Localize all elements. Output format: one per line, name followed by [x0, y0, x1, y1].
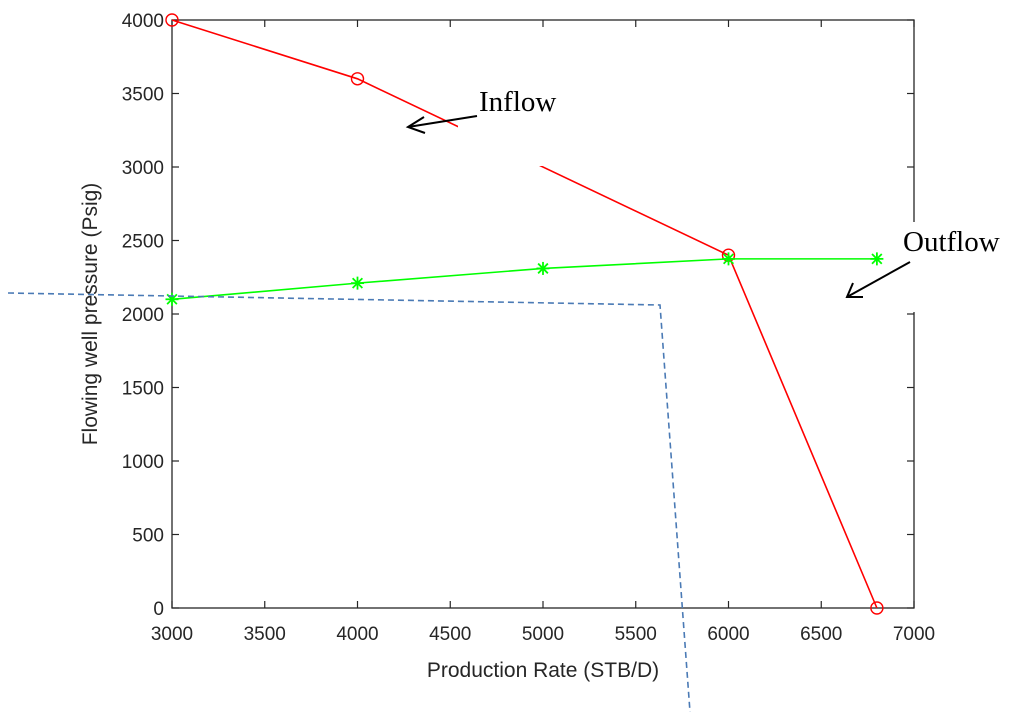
x-tick-label: 6500	[800, 624, 842, 645]
y-tick-label: 3000	[122, 158, 164, 179]
outflow-label-mask	[900, 222, 1011, 312]
data-point	[870, 601, 884, 615]
data-point	[722, 252, 735, 266]
x-tick-label: 7000	[893, 624, 935, 645]
x-tick-label: 3500	[244, 624, 286, 645]
x-tick-label: 3000	[151, 624, 193, 645]
annotation-layer: Inflow Outflow	[405, 86, 1011, 312]
data-point	[165, 13, 179, 27]
x-axis-ticks: 3000 3500 4000 4500 5000 5500 6000 6500 7000	[151, 20, 935, 645]
y-tick-label: 4000	[122, 11, 164, 32]
y-tick-label: 2500	[122, 232, 164, 253]
y-axis-title: Flowing well pressure (Psig)	[79, 183, 102, 446]
x-tick-label: 5500	[615, 624, 657, 645]
y-tick-label: 0	[153, 599, 164, 620]
data-point	[536, 261, 550, 275]
data-point	[165, 292, 179, 306]
data-point	[350, 72, 365, 86]
annotation-inflow: Inflow	[479, 86, 556, 118]
outflow-arrow	[845, 261, 911, 298]
y-tick-label: 3500	[122, 85, 164, 106]
y-tick-label: 2000	[122, 305, 164, 326]
inflow-arrow	[405, 115, 478, 134]
y-tick-label: 500	[132, 526, 164, 547]
y-tick-label: 1500	[122, 379, 164, 400]
x-tick-label: 6000	[707, 624, 749, 645]
data-point	[870, 252, 884, 266]
overlay-layer	[7, 292, 691, 713]
y-tick-label: 1000	[122, 452, 164, 473]
x-tick-label: 4000	[336, 624, 378, 645]
overlay-dashed-line	[7, 292, 691, 713]
inflow-label-mask	[458, 88, 578, 166]
x-tick-label: 4500	[429, 624, 471, 645]
data-point	[351, 276, 364, 290]
x-axis-title: Production Rate (STB/D)	[427, 659, 659, 682]
annotation-outflow: Outflow	[903, 226, 1000, 258]
y-axis-ticks: 0 500 1000 1500 2000 2500 3000 3500 4000	[122, 11, 914, 620]
x-tick-label: 5000	[522, 624, 564, 645]
series-layer	[165, 13, 884, 615]
series-line-0	[171, 19, 878, 609]
